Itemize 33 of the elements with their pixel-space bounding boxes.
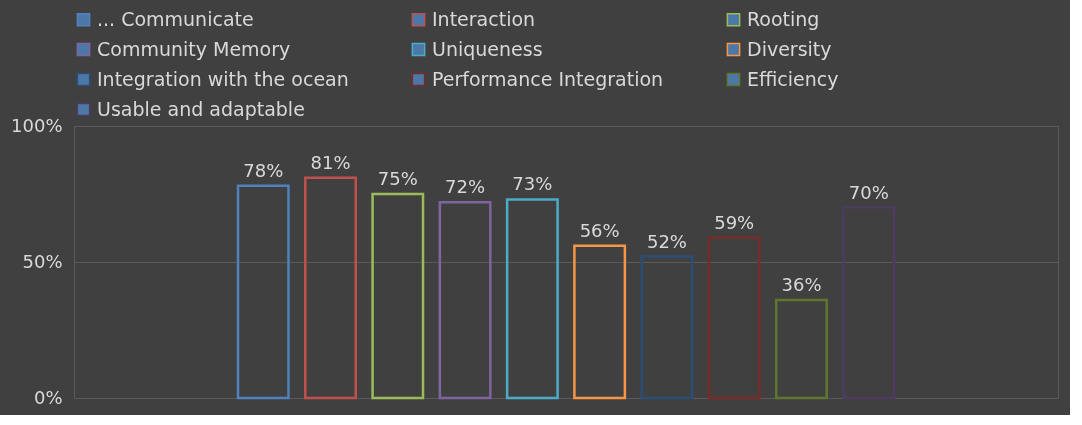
legend-label: Community Memory [97, 37, 291, 60]
legend-label: Integration with the ocean [97, 67, 349, 90]
bar [505, 198, 559, 400]
legend-label: Performance Integration [432, 67, 664, 90]
data-label: 72% [445, 176, 486, 198]
legend-label: Diversity [747, 37, 832, 60]
bar [438, 200, 492, 400]
legend-label: ... Communicate [97, 7, 254, 30]
legend-label: Interaction [432, 7, 536, 30]
y-tick-label: 50% [22, 250, 63, 272]
y-tick-label: 0% [33, 386, 63, 408]
data-label: 36% [781, 274, 822, 296]
bar [304, 176, 357, 400]
legend-label: Rooting [747, 7, 820, 30]
bar [775, 298, 828, 400]
bar [640, 255, 694, 400]
legend-label: Uniqueness [432, 37, 543, 60]
data-label: 75% [377, 168, 418, 189]
data-label: 70% [848, 181, 889, 203]
bar [573, 244, 627, 400]
bar [707, 236, 761, 400]
data-label: 59% [714, 211, 755, 233]
bar [842, 206, 896, 400]
y-tick-label: 100% [11, 114, 63, 136]
legend-label: Efficiency [747, 67, 839, 90]
data-label: 56% [579, 219, 620, 241]
legend-label: Usable and adaptable [97, 97, 305, 120]
data-label: 73% [512, 173, 553, 195]
bar [371, 192, 425, 400]
data-label: 52% [646, 230, 687, 252]
data-label: 81% [310, 151, 351, 173]
bar [236, 184, 290, 400]
data-label: 78% [243, 159, 284, 181]
